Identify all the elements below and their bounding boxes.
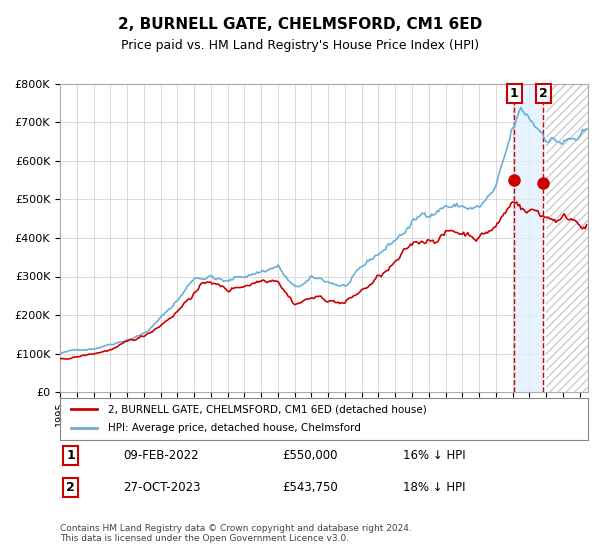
Text: 27-OCT-2023: 27-OCT-2023 — [124, 481, 201, 494]
Text: 2: 2 — [539, 87, 547, 100]
Bar — [514, 84, 543, 392]
Bar — [546, 84, 600, 392]
Text: HPI: Average price, detached house, Chelmsford: HPI: Average price, detached house, Chel… — [107, 423, 361, 433]
Text: Price paid vs. HM Land Registry's House Price Index (HPI): Price paid vs. HM Land Registry's House … — [121, 39, 479, 52]
Text: 1: 1 — [66, 449, 75, 462]
Text: 16% ↓ HPI: 16% ↓ HPI — [403, 449, 466, 462]
Text: 18% ↓ HPI: 18% ↓ HPI — [403, 481, 466, 494]
Text: 09-FEB-2022: 09-FEB-2022 — [124, 449, 199, 462]
Text: 2, BURNELL GATE, CHELMSFORD, CM1 6ED (detached house): 2, BURNELL GATE, CHELMSFORD, CM1 6ED (de… — [107, 404, 426, 414]
Text: £550,000: £550,000 — [282, 449, 337, 462]
Text: 2, BURNELL GATE, CHELMSFORD, CM1 6ED: 2, BURNELL GATE, CHELMSFORD, CM1 6ED — [118, 17, 482, 32]
Text: Contains HM Land Registry data © Crown copyright and database right 2024.
This d: Contains HM Land Registry data © Crown c… — [60, 524, 412, 543]
Bar — [546, 84, 600, 392]
Text: 1: 1 — [510, 87, 518, 100]
Text: 2: 2 — [66, 481, 75, 494]
Text: £543,750: £543,750 — [282, 481, 338, 494]
